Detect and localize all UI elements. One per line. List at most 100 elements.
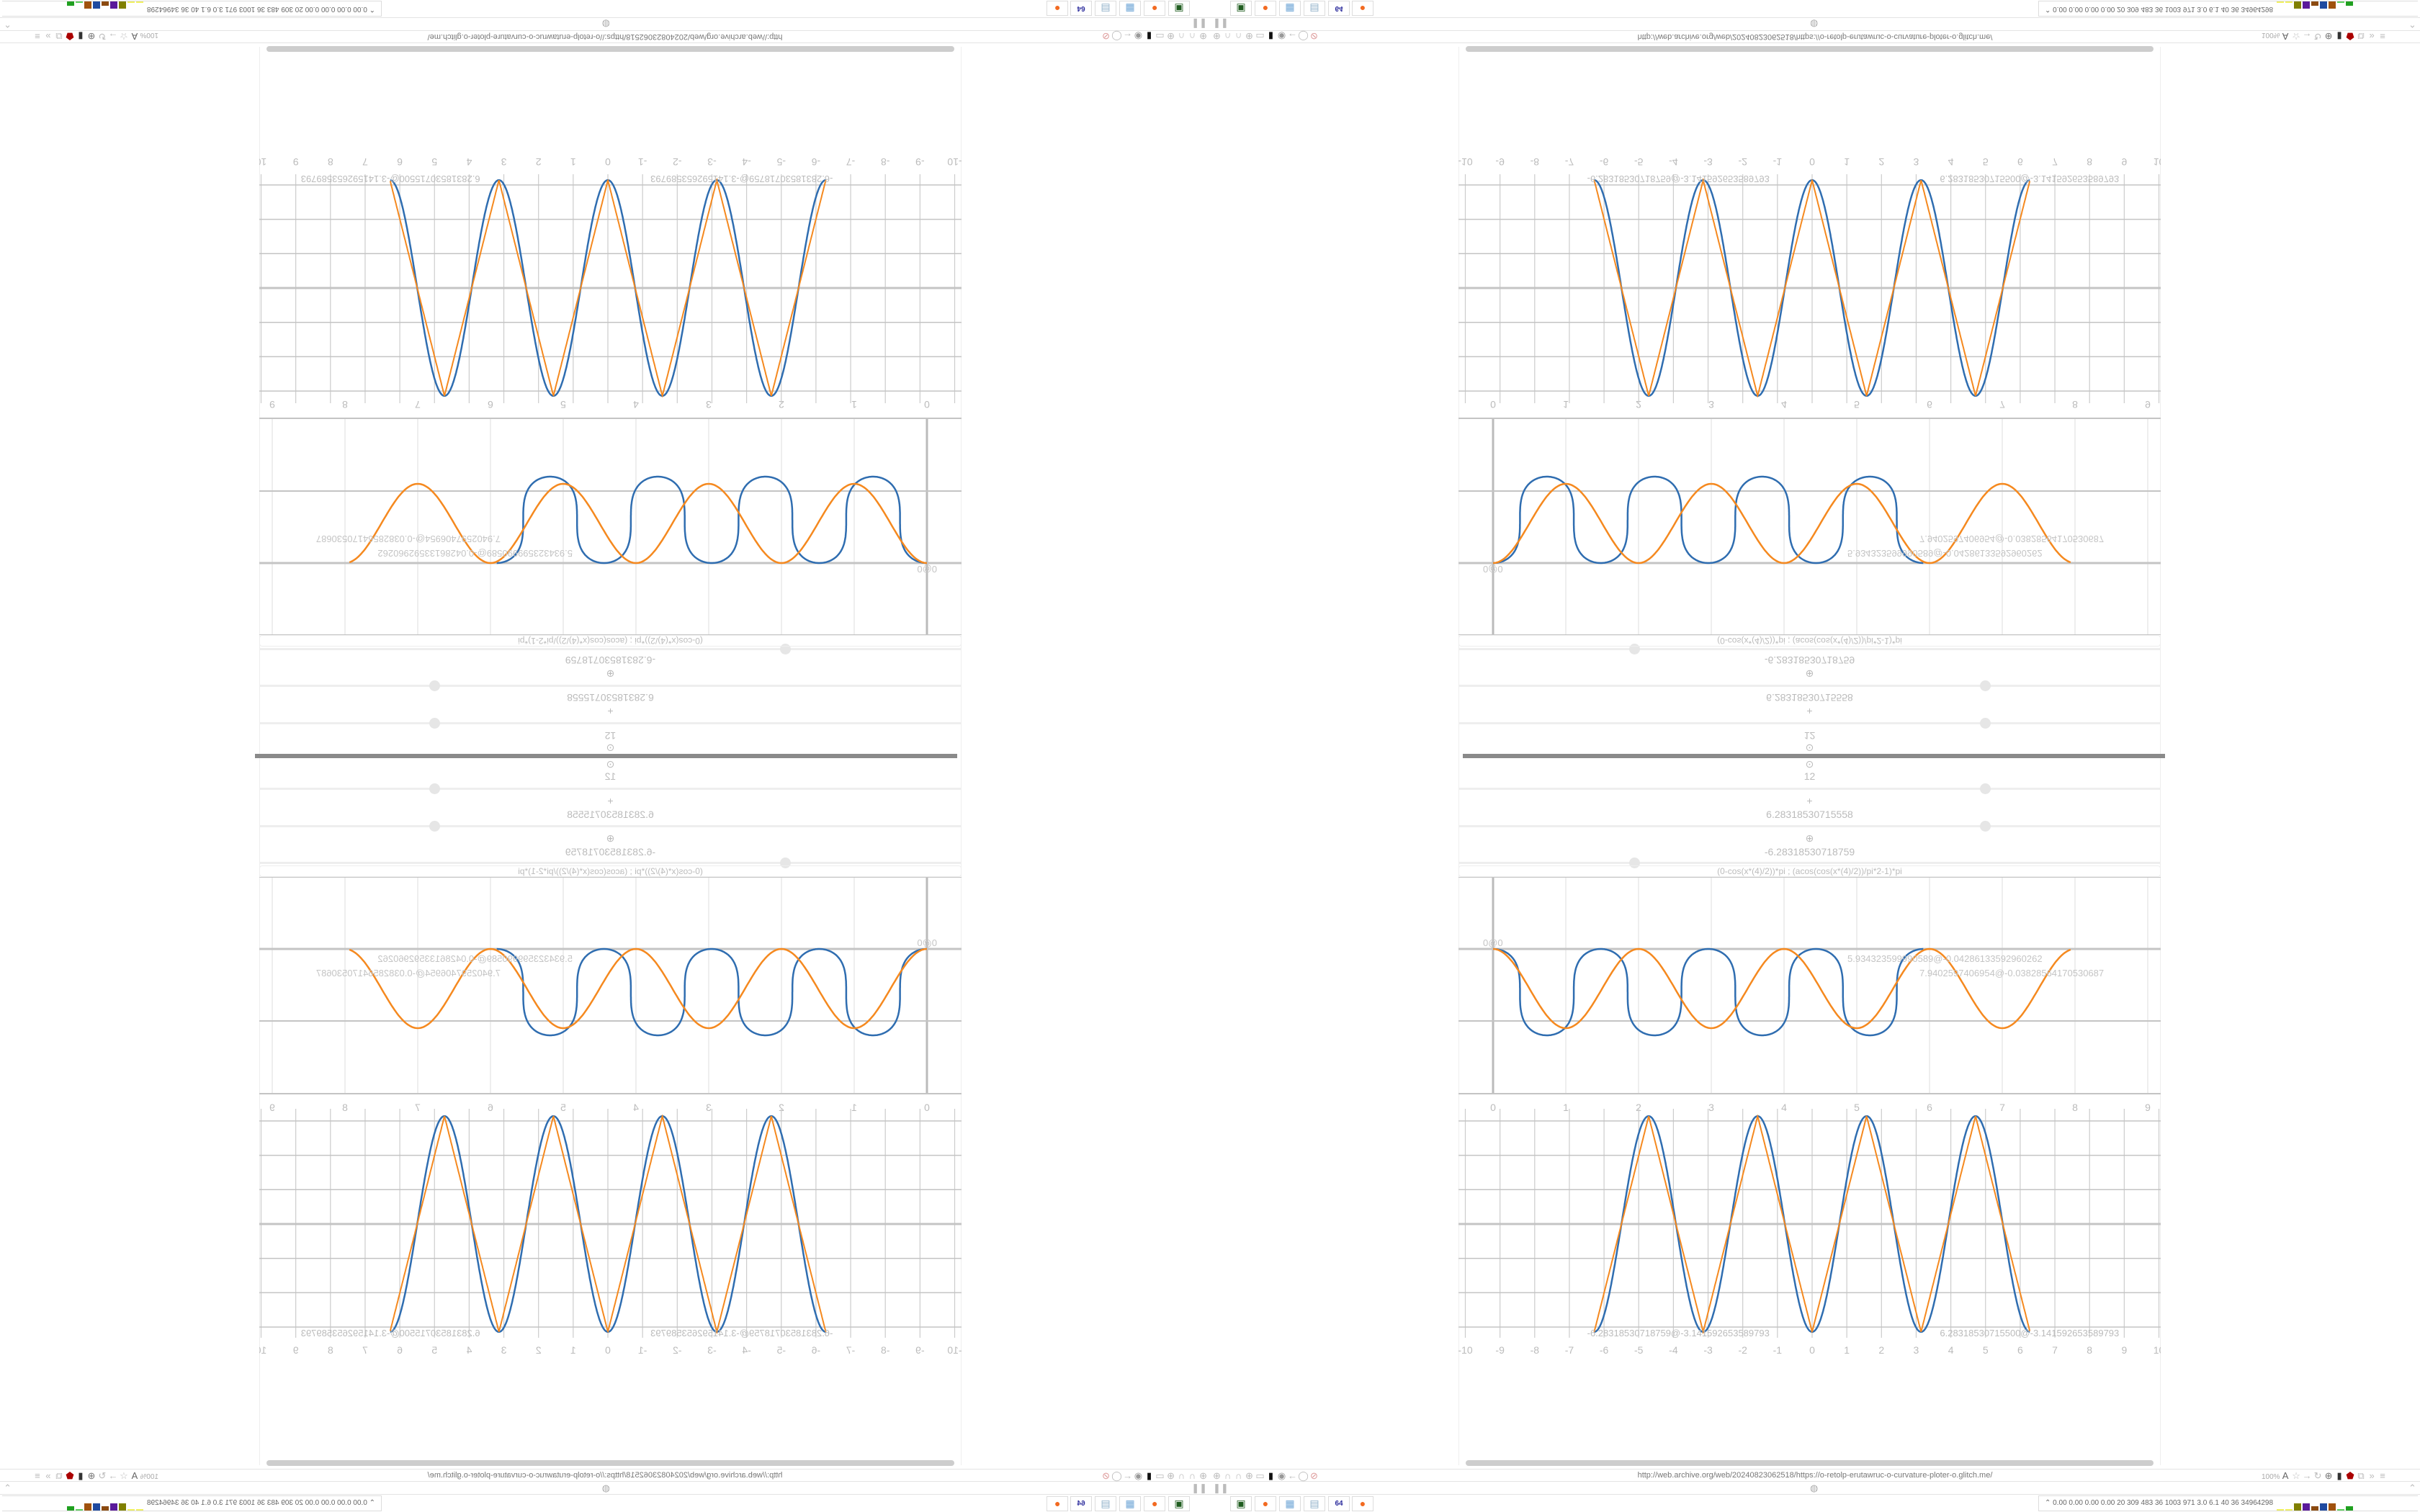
globe-icon[interactable]: ⊕ xyxy=(1245,30,1253,42)
overflow-icon[interactable]: » xyxy=(2369,30,2375,42)
max-slider[interactable] xyxy=(1458,680,2161,691)
max-slider[interactable] xyxy=(259,680,962,691)
trash-icon[interactable]: ▮ xyxy=(1146,30,1152,42)
globe-icon[interactable]: ⊕ xyxy=(87,1470,96,1482)
min-slider[interactable] xyxy=(1458,858,2161,868)
trash-icon[interactable]: ▮ xyxy=(1146,1470,1152,1482)
arrow-right-icon[interactable]: → xyxy=(2302,1470,2312,1482)
arrow-left-icon[interactable]: ← xyxy=(1123,1470,1132,1482)
taskbar-app-firefox[interactable]: ● xyxy=(1144,1496,1165,1511)
headphones-icon[interactable]: ∩ xyxy=(1188,1470,1196,1482)
red-shield-icon[interactable]: ⬟ xyxy=(66,30,74,42)
globe-icon[interactable]: ⊕ xyxy=(1199,30,1207,42)
headphones-icon[interactable]: ∩ xyxy=(1224,30,1232,42)
shield-icon[interactable]: ◯ xyxy=(1298,30,1309,42)
reload-icon[interactable]: ↻ xyxy=(2313,1470,2322,1482)
globe-icon[interactable]: ⊕ xyxy=(87,30,96,42)
formula-input[interactable]: (0-cos(x*(4)/2))*pi ; (acos(cos(x*(4)/2)… xyxy=(259,865,962,877)
shield-badge-icon[interactable]: ◉ xyxy=(1134,1470,1143,1482)
count-slider[interactable] xyxy=(259,783,962,794)
shield-icon[interactable]: ◯ xyxy=(1111,30,1122,42)
formula-input[interactable]: (0-cos(x*(4)/2))*pi ; (acos(cos(x*(4)/2)… xyxy=(1458,865,2161,877)
lock-slash-icon[interactable]: ⊘ xyxy=(1310,30,1318,42)
horizontal-scrollbar[interactable] xyxy=(266,1460,954,1466)
slider-thumb[interactable] xyxy=(429,783,440,794)
slider-thumb[interactable] xyxy=(1980,783,1991,794)
trash-icon[interactable]: ▮ xyxy=(1268,1470,1274,1482)
address-bar[interactable]: http://web.archive.org/web/2024082306251… xyxy=(427,1471,783,1480)
globe-icon[interactable]: ⊕ xyxy=(1213,30,1221,42)
overflow-icon[interactable]: » xyxy=(45,30,51,42)
trash-icon[interactable]: ▮ xyxy=(78,1470,84,1482)
taskbar-app-firefox[interactable]: ● xyxy=(1047,1496,1068,1511)
horizontal-scrollbar[interactable] xyxy=(1466,46,2154,52)
arrow-left-icon[interactable]: ← xyxy=(1288,30,1297,42)
globe-icon[interactable]: ⊕ xyxy=(1167,30,1175,42)
shield-badge-icon[interactable]: ◉ xyxy=(1134,30,1143,42)
horizontal-scrollbar[interactable] xyxy=(1466,1460,2154,1466)
max-slider[interactable] xyxy=(1458,821,2161,832)
puzzle-icon[interactable]: ⧉ xyxy=(2357,1470,2365,1482)
menu-icon[interactable]: ≡ xyxy=(35,1470,40,1482)
formula-input[interactable]: (0-cos(x*(4)/2))*pi ; (acos(cos(x*(4)/2)… xyxy=(259,635,962,647)
shield-badge-icon[interactable]: ◉ xyxy=(1277,30,1286,42)
chevron-up-icon[interactable]: ⌃ xyxy=(2045,1499,2051,1507)
address-bar[interactable]: http://web.archive.org/web/2024082306251… xyxy=(1637,32,1993,41)
arrow-right-icon[interactable]: → xyxy=(108,30,118,42)
trash-icon[interactable]: ▮ xyxy=(1268,30,1274,42)
taskbar-app-floppy[interactable]: 64 xyxy=(1070,1496,1092,1511)
arrow-right-icon[interactable]: → xyxy=(2302,30,2312,42)
trash-icon[interactable]: ▮ xyxy=(2336,30,2342,42)
arrow-right-icon[interactable]: → xyxy=(108,1470,118,1482)
count-slider[interactable] xyxy=(1458,718,2161,729)
puzzle-icon[interactable]: ⧉ xyxy=(2357,30,2365,42)
star-icon[interactable]: ☆ xyxy=(120,1470,128,1482)
chevron-up-icon[interactable]: ⌃ xyxy=(369,1499,375,1507)
puzzle-icon[interactable]: ⧉ xyxy=(55,30,63,42)
star-icon[interactable]: ☆ xyxy=(120,30,128,42)
taskbar-app-calculator[interactable]: ▦ xyxy=(1119,1496,1141,1511)
headphones-icon[interactable]: ∩ xyxy=(1234,1470,1242,1482)
count-slider[interactable] xyxy=(1458,783,2161,794)
shield-icon[interactable]: ◯ xyxy=(1111,1470,1122,1482)
zoom-level[interactable]: 100% xyxy=(2262,1473,2280,1481)
slider-thumb[interactable] xyxy=(429,680,440,691)
headphones-icon[interactable]: ∩ xyxy=(1188,30,1196,42)
star-icon[interactable]: ☆ xyxy=(2292,30,2300,42)
taskbar-app-firefox[interactable]: ● xyxy=(1047,1,1068,16)
headphones-icon[interactable]: ∩ xyxy=(1224,1470,1232,1482)
zoom-level[interactable]: 100% xyxy=(140,31,158,39)
red-shield-icon[interactable]: ⬟ xyxy=(66,1470,74,1482)
chevron-up-icon[interactable]: ⌃ xyxy=(4,1482,12,1493)
taskbar-app-floppy[interactable]: 64 xyxy=(1070,1,1092,16)
taskbar-app-terminal[interactable]: ▣ xyxy=(1168,1496,1190,1511)
shield-icon[interactable]: ◯ xyxy=(1298,1470,1309,1482)
menu-icon[interactable]: ≡ xyxy=(2380,30,2385,42)
taskbar-app-calculator[interactable]: ▦ xyxy=(1279,1,1301,16)
chevron-up-icon[interactable]: ⌃ xyxy=(2408,1482,2416,1493)
taskbar-app-calculator[interactable]: ▦ xyxy=(1279,1496,1301,1511)
folder-icon[interactable]: ▭ xyxy=(1255,1470,1265,1482)
taskbar-app-terminal[interactable]: ▣ xyxy=(1168,1,1190,16)
puzzle-icon[interactable]: ⧉ xyxy=(55,1470,63,1482)
taskbar-app-firefox[interactable]: ● xyxy=(1255,1496,1276,1511)
globe-icon[interactable]: ⊕ xyxy=(2324,30,2333,42)
slider-thumb[interactable] xyxy=(429,718,440,729)
taskbar-app-notepad[interactable]: ▤ xyxy=(1304,1,1325,16)
translate-icon[interactable]: A xyxy=(2282,1470,2289,1482)
overflow-icon[interactable]: » xyxy=(2369,1470,2375,1482)
slider-thumb[interactable] xyxy=(429,821,440,832)
menu-icon[interactable]: ≡ xyxy=(2380,1470,2385,1482)
red-shield-icon[interactable]: ⬟ xyxy=(2346,30,2354,42)
folder-icon[interactable]: ▭ xyxy=(1255,30,1265,42)
folder-icon[interactable]: ▭ xyxy=(1155,30,1165,42)
lock-slash-icon[interactable]: ⊘ xyxy=(1102,30,1110,42)
lock-slash-icon[interactable]: ⊘ xyxy=(1102,1470,1110,1482)
translate-icon[interactable]: A xyxy=(131,30,138,42)
min-slider[interactable] xyxy=(1458,644,2161,654)
taskbar-app-floppy[interactable]: 64 xyxy=(1328,1496,1350,1511)
address-bar[interactable]: http://web.archive.org/web/2024082306251… xyxy=(1637,1471,1993,1480)
taskbar-app-notepad[interactable]: ▤ xyxy=(1095,1496,1116,1511)
arrow-left-icon[interactable]: ← xyxy=(1288,1470,1297,1482)
lock-slash-icon[interactable]: ⊘ xyxy=(1310,1470,1318,1482)
